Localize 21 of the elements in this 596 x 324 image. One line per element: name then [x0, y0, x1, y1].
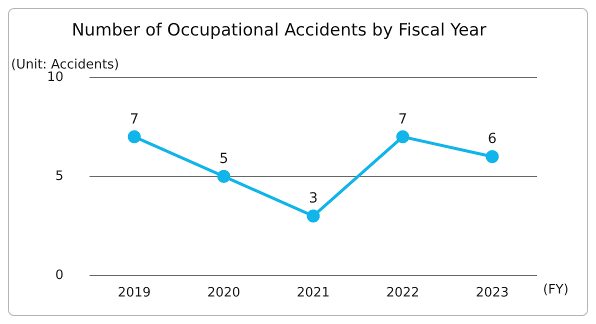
- data-label: 5: [219, 151, 228, 168]
- x-tick-label: 2023: [476, 286, 509, 301]
- y-tick-label: 5: [55, 168, 64, 184]
- y-tick-label: 0: [55, 268, 64, 283]
- data-label: 7: [398, 111, 408, 128]
- x-tick-label: 2019: [118, 286, 151, 301]
- point: [217, 170, 230, 183]
- data-label: 6: [488, 131, 497, 148]
- data-label: 7: [130, 111, 139, 128]
- x-tick-label: 2021: [296, 286, 330, 301]
- point: [486, 150, 499, 164]
- y-tick-label: 10: [46, 70, 64, 85]
- data-label: 3: [308, 190, 318, 207]
- point: [396, 130, 410, 144]
- chart-title: Number of Occupational Accidents by Fiscal Year: [72, 20, 486, 41]
- x-tick-label: 2022: [386, 286, 420, 301]
- x-tick-label: 2020: [207, 286, 240, 301]
- point: [128, 130, 141, 144]
- point: [306, 210, 320, 222]
- y-axis-title: (Unit: Accidents): [11, 57, 120, 72]
- x-axis-title: (FY): [543, 282, 569, 298]
